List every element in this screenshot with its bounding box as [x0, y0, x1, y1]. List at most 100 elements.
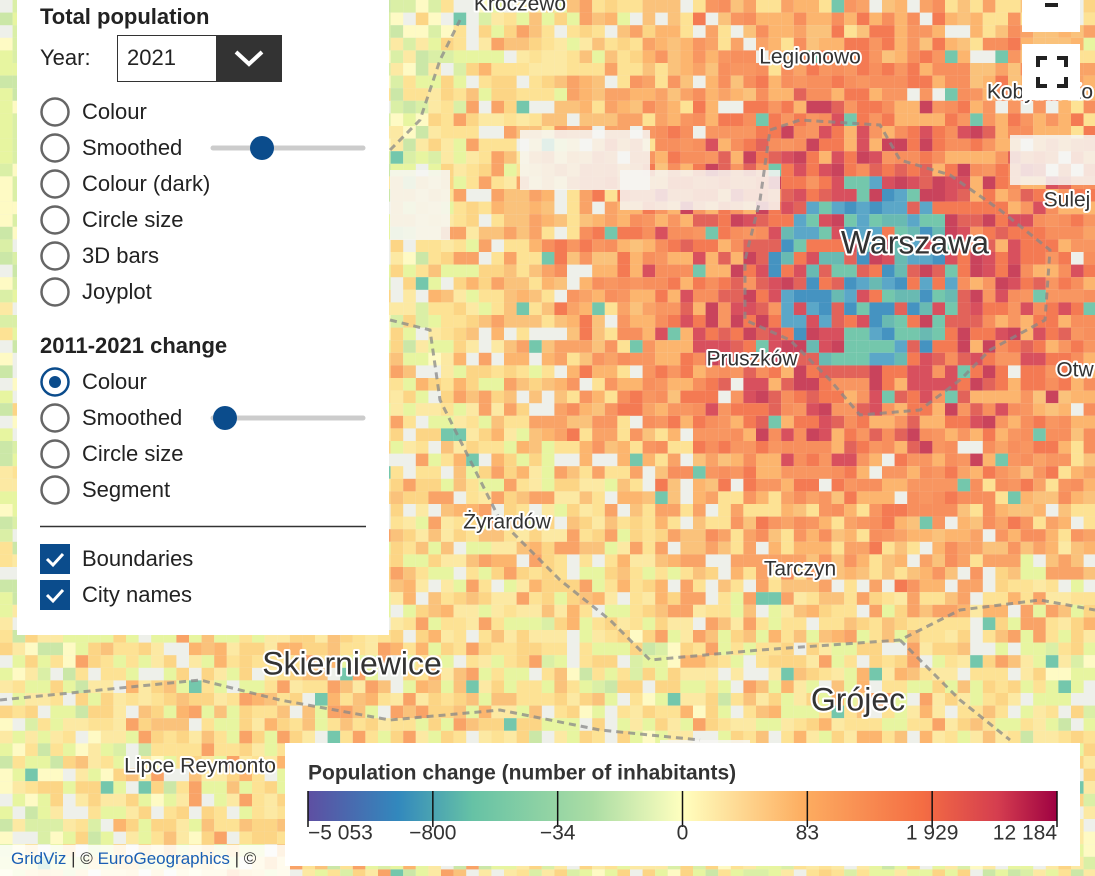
grid-cell — [932, 869, 945, 876]
grid-cell — [768, 592, 782, 605]
grid-cell — [88, 642, 101, 656]
grid-cell — [617, 579, 630, 593]
grid-cell — [201, 730, 215, 744]
grid-cell — [667, 315, 681, 328]
grid-cell — [768, 252, 782, 265]
grid-cell — [516, 239, 530, 252]
grid-cell — [541, 680, 555, 693]
grid-cell — [453, 352, 467, 366]
grid-cell — [428, 604, 441, 618]
grid-cell — [415, 705, 429, 719]
grid-cell — [491, 315, 504, 328]
grid-cell — [970, 226, 983, 240]
grid-cell — [642, 718, 656, 731]
grid-cell — [541, 579, 555, 593]
grid-cell — [642, 289, 656, 303]
grid-cell — [0, 491, 13, 504]
grid-cell — [100, 655, 114, 668]
grid-cell — [428, 12, 441, 26]
grid-cell — [970, 415, 983, 429]
grid-cell — [819, 516, 832, 530]
grid-cell — [831, 428, 845, 441]
grid-cell — [844, 88, 857, 101]
grid-cell — [844, 554, 857, 567]
grid-cell — [970, 693, 983, 706]
grid-cell — [781, 718, 794, 731]
grid-cell — [882, 239, 895, 252]
grid-cell — [743, 88, 756, 101]
grid-cell — [781, 504, 794, 517]
grid-cell — [567, 478, 580, 492]
grid-cell — [970, 264, 983, 278]
grid-cell — [504, 428, 517, 441]
grid-cell — [75, 718, 89, 731]
grid-cell — [0, 781, 13, 794]
grid-cell — [667, 327, 681, 341]
grid-cell — [554, 340, 567, 353]
grid-cell — [806, 667, 819, 681]
grid-cell — [957, 327, 971, 341]
grid-cell — [491, 378, 504, 391]
grid-cell — [768, 403, 782, 416]
grid-cell — [882, 189, 895, 202]
grid-cell — [869, 554, 882, 567]
grid-cell — [869, 138, 882, 152]
grid-cell — [567, 604, 580, 618]
grid-cell — [844, 252, 857, 265]
grid-cell — [529, 226, 542, 240]
grid-cell — [390, 491, 404, 504]
grid-cell — [743, 352, 756, 366]
grid-cell — [945, 189, 958, 202]
grid-cell — [441, 239, 454, 252]
grid-cell — [264, 831, 278, 845]
grid-cell — [516, 441, 530, 454]
grid-cell — [957, 478, 971, 492]
grid-cell — [781, 554, 794, 567]
grid-cell — [0, 289, 13, 303]
grid-cell — [693, 289, 706, 303]
grid-cell — [907, 680, 920, 693]
grid-cell — [957, 12, 971, 26]
grid-cell — [945, 592, 958, 605]
grid-cell — [428, 25, 441, 38]
grid-cell — [415, 478, 429, 492]
grid-cell — [252, 768, 265, 782]
grid-cell — [88, 831, 101, 845]
grid-cell — [504, 718, 517, 731]
grid-cell — [100, 806, 114, 819]
grid-cell — [667, 604, 681, 618]
grid-cell — [554, 252, 567, 265]
grid-cell — [567, 869, 580, 876]
grid-cell — [491, 277, 504, 290]
grid-cell — [831, 718, 845, 731]
grid-cell — [415, 302, 429, 315]
grid-cell — [126, 793, 139, 807]
grid-cell — [453, 226, 467, 240]
grid-cell — [378, 730, 391, 744]
grid-cell — [453, 100, 467, 114]
grid-cell — [630, 340, 643, 353]
grid-cell — [529, 516, 542, 530]
grid-cell — [743, 441, 756, 454]
grid-cell — [478, 138, 492, 152]
grid-cell — [579, 100, 593, 114]
grid-cell — [894, 604, 908, 618]
grid-cell — [894, 75, 908, 89]
grid-cell — [567, 189, 580, 202]
grid-cell — [831, 75, 845, 89]
grid-cell — [945, 63, 958, 76]
grid-cell — [667, 264, 681, 278]
grid-cell — [315, 693, 328, 706]
grid-cell — [970, 75, 983, 89]
grid-cell — [907, 277, 920, 290]
grid-cell — [529, 252, 542, 265]
grid-cell — [630, 453, 643, 467]
grid-cell — [340, 667, 353, 681]
grid-cell — [415, 554, 429, 567]
grid-cell — [630, 642, 643, 656]
grid-cell — [756, 441, 769, 454]
grid-cell — [504, 214, 517, 227]
grid-cell — [907, 390, 920, 404]
grid-cell — [617, 378, 630, 391]
grid-cell — [869, 642, 882, 656]
